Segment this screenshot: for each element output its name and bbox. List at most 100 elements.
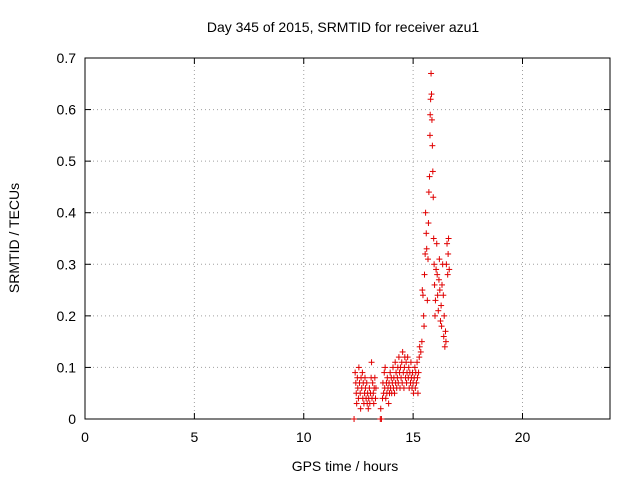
data-point (369, 379, 376, 386)
data-point (372, 395, 379, 402)
data-point (395, 354, 402, 361)
data-points (351, 70, 453, 422)
data-point (428, 91, 435, 98)
data-point (355, 364, 362, 371)
data-point (438, 323, 445, 330)
data-point (431, 261, 438, 268)
data-point (444, 240, 451, 247)
data-point (412, 385, 419, 392)
data-point (370, 400, 377, 407)
data-point (363, 379, 370, 386)
data-point (407, 359, 414, 366)
data-point (432, 297, 439, 304)
data-point (427, 111, 434, 118)
data-point (423, 230, 430, 237)
x-tick-label: 0 (81, 429, 89, 445)
data-point (445, 250, 452, 257)
data-point (433, 240, 440, 247)
data-point (362, 374, 368, 381)
y-tick-label: 0.5 (57, 153, 77, 169)
y-tick-label: 0.7 (57, 50, 77, 66)
x-tick-label: 5 (190, 429, 198, 445)
data-point (422, 209, 429, 216)
data-point (431, 281, 438, 288)
data-point (434, 292, 441, 299)
data-point (424, 297, 431, 304)
y-tick-label: 0.2 (57, 308, 77, 324)
data-point (441, 312, 448, 319)
data-point (425, 189, 432, 196)
data-point (405, 364, 412, 371)
data-point (385, 400, 392, 407)
data-point (391, 390, 398, 397)
x-tick-label: 10 (296, 429, 312, 445)
data-point (387, 369, 394, 376)
data-point (430, 235, 437, 242)
data-point (446, 266, 453, 273)
x-axis-label: GPS time / hours (292, 458, 399, 474)
data-point (400, 385, 407, 392)
data-point (351, 416, 358, 422)
ticks: 0 5 10 15 20 0 0.1 0.2 0.3 0.4 0.5 0.6 0.7 (57, 50, 610, 445)
data-point (365, 405, 372, 412)
data-point (392, 359, 399, 366)
data-point (357, 405, 364, 412)
data-point (425, 220, 432, 227)
data-point (411, 364, 418, 371)
data-point (426, 173, 433, 180)
x-tick-label: 15 (405, 429, 421, 445)
data-point (436, 287, 443, 294)
plot-frame (84, 57, 611, 420)
data-point (435, 276, 442, 283)
data-point (432, 312, 438, 319)
y-tick-label: 0.1 (57, 359, 77, 375)
data-point (442, 328, 449, 335)
data-point (422, 250, 429, 257)
data-point (441, 343, 448, 350)
y-axis-label: SRMTID / TECUs (6, 183, 22, 293)
data-point (425, 256, 431, 263)
data-point (440, 292, 447, 299)
data-point (437, 318, 444, 325)
grid (85, 58, 610, 419)
data-point (414, 374, 421, 381)
data-point (414, 359, 421, 366)
data-point (418, 338, 425, 345)
data-point (377, 405, 384, 412)
data-point (428, 70, 435, 77)
data-point (359, 369, 366, 376)
data-point (416, 343, 423, 350)
data-point (382, 364, 389, 371)
data-point (415, 369, 422, 376)
data-point (417, 348, 424, 355)
data-point (440, 333, 447, 340)
data-point (414, 390, 421, 397)
y-tick-label: 0 (68, 411, 76, 427)
data-point (434, 271, 441, 278)
chart-title: Day 345 of 2015, SRMTID for receiver azu… (207, 19, 480, 35)
data-point (421, 323, 428, 330)
data-point (428, 116, 435, 123)
data-point (427, 96, 434, 103)
y-tick-label: 0.6 (57, 102, 77, 118)
data-point (421, 271, 428, 278)
data-point (439, 281, 445, 288)
data-point (381, 369, 388, 376)
data-point (443, 261, 450, 268)
data-point (368, 359, 375, 366)
data-point (416, 354, 423, 361)
data-point (399, 348, 406, 355)
data-point (436, 256, 443, 263)
data-point (435, 307, 442, 314)
data-point (426, 132, 433, 139)
y-tick-label: 0.4 (57, 205, 77, 221)
data-point (419, 287, 426, 294)
data-point (371, 374, 378, 381)
data-point (429, 168, 436, 175)
data-point (372, 385, 379, 392)
data-point (404, 354, 411, 361)
data-point (430, 194, 437, 201)
data-point (444, 271, 451, 278)
data-point (438, 302, 445, 309)
